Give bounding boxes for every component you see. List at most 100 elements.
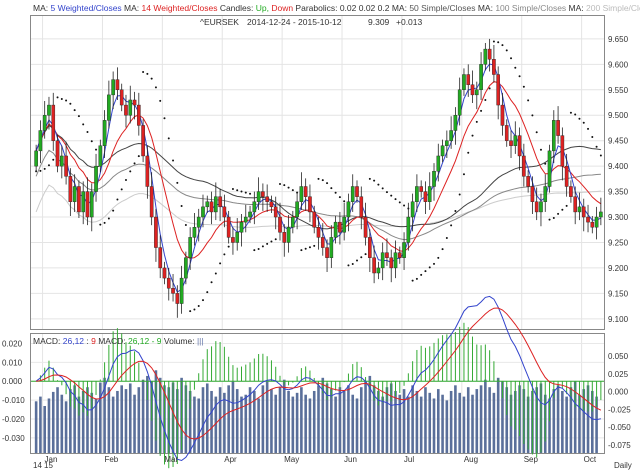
candle (479, 52, 483, 100)
macd-right-tick-label: -0.075 (608, 441, 631, 450)
volume-bar (573, 381, 577, 453)
volume-bar (330, 389, 333, 453)
volume-bar (342, 390, 346, 453)
volume-bar (282, 379, 286, 453)
volume-bar (317, 385, 320, 453)
candle (265, 184, 269, 212)
macd-legend-item-3: 9 (89, 336, 96, 346)
volume-bar (291, 396, 295, 453)
volume-bar (304, 394, 307, 453)
candle (552, 110, 556, 164)
sar-dot (154, 86, 157, 89)
volume-bar (385, 387, 389, 453)
candle (419, 180, 423, 198)
candle (64, 141, 68, 185)
volume-bar (475, 389, 479, 453)
sar-dot (56, 96, 59, 99)
volume-bar (325, 383, 329, 453)
candle (269, 195, 274, 213)
month-label: Jan (45, 455, 58, 464)
sar-dot (112, 209, 115, 212)
macd-right-tick-label: 0.025 (608, 370, 629, 379)
volume-bar (432, 398, 436, 453)
candle (137, 92, 141, 136)
volume-bar (287, 390, 290, 453)
sar-dot (475, 120, 478, 123)
price-tick-label: 9.300 (608, 213, 629, 222)
sar-dot (82, 123, 85, 126)
candle (201, 194, 205, 228)
volume-bar (458, 392, 461, 453)
sar-dot (552, 217, 555, 220)
candle (128, 85, 133, 124)
candle (547, 144, 552, 193)
candle (291, 210, 295, 234)
volume-bar (578, 394, 581, 453)
candle (483, 42, 488, 71)
sar-dot (591, 135, 594, 138)
month-label: Oct (584, 455, 597, 464)
sar-dot (201, 299, 204, 302)
sar-dot (578, 117, 581, 120)
volume-bar (479, 385, 483, 453)
sar-dot (347, 264, 350, 267)
volume-bar (116, 390, 119, 453)
candle (406, 202, 411, 251)
volume-bar (389, 383, 393, 453)
sar-dot (535, 131, 538, 134)
sar-dot (338, 196, 341, 199)
sar-dot (373, 179, 376, 182)
volume-bar (69, 389, 72, 453)
price-tick-label: 9.350 (608, 188, 629, 197)
candle (338, 211, 342, 245)
price-legend-item-13: 200 Simple/Closes (584, 3, 640, 13)
change-label: +0.013 (396, 17, 423, 27)
sar-dot (368, 177, 371, 180)
candle (350, 174, 355, 212)
sar-dot (462, 173, 465, 176)
volume-bar (43, 406, 46, 453)
candle (526, 170, 530, 193)
volume-bar (274, 394, 278, 453)
volume-bar (565, 396, 568, 453)
sar-dot (189, 310, 192, 313)
macd-right-tick-label: 0.050 (608, 352, 629, 361)
candle (320, 223, 325, 256)
volume-bar (372, 385, 376, 453)
sar-dot (557, 212, 560, 215)
candle (81, 181, 85, 225)
volume-bar (595, 396, 598, 453)
sar-dot (133, 162, 136, 165)
volume-bar (94, 398, 98, 453)
candle (235, 218, 240, 251)
sar-dot (86, 130, 89, 133)
candle (440, 139, 445, 163)
sar-dot (565, 204, 568, 207)
candle (534, 187, 539, 221)
candle (397, 246, 402, 264)
candle (500, 92, 505, 136)
sar-dot (433, 262, 436, 265)
macd-right-tick-label: -0.025 (608, 405, 631, 414)
sar-dot (313, 244, 316, 247)
candle (346, 193, 351, 232)
volume-bar (355, 398, 359, 453)
volume-bar (141, 379, 145, 453)
sar-dot (501, 44, 504, 47)
candle (389, 249, 394, 283)
volume-bar (133, 394, 136, 453)
candle (462, 68, 466, 96)
sar-dot (403, 204, 406, 207)
volume-bar (56, 387, 59, 453)
candle (590, 216, 595, 234)
month-label: Mar (164, 455, 178, 464)
candle (415, 174, 419, 212)
month-label: Jun (344, 455, 357, 464)
sar-dot (398, 201, 401, 204)
candle (368, 229, 372, 272)
volume-bar (338, 387, 342, 453)
volume-bar (295, 392, 299, 453)
year-label-15: 15 (44, 461, 53, 470)
volume-bar (128, 383, 132, 453)
